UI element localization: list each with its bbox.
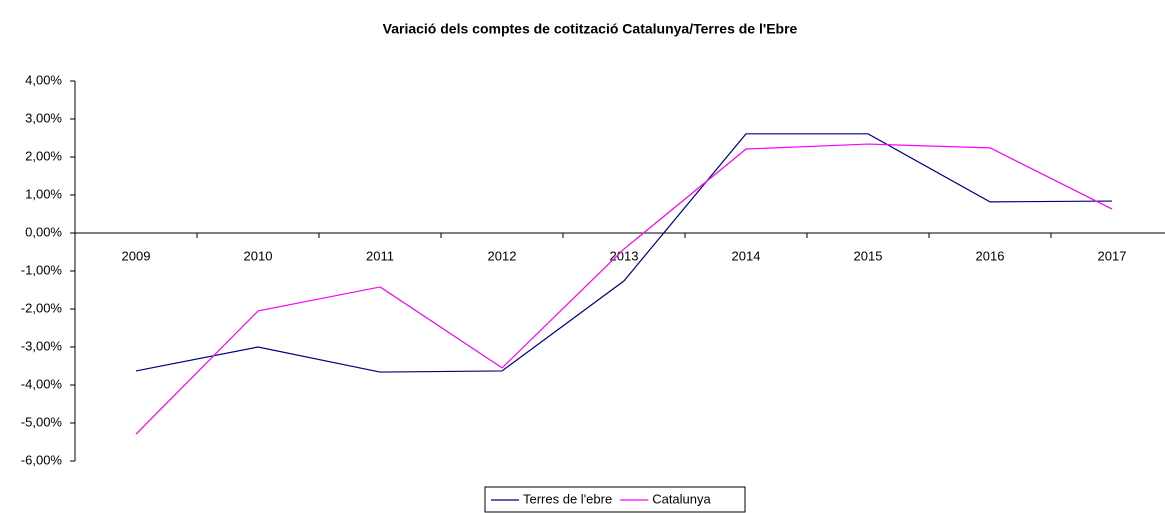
y-tick-label: 2,00% — [25, 148, 62, 163]
x-tick-label: 2010 — [244, 248, 273, 263]
x-tick-label: 2012 — [488, 248, 517, 263]
y-tick-label: -2,00% — [21, 300, 63, 315]
y-tick-label: -1,00% — [21, 262, 63, 277]
x-tick-label: 2009 — [122, 248, 151, 263]
series-line — [135, 143, 1113, 435]
y-tick-label: 4,00% — [25, 72, 62, 87]
chart-title: Variació dels comptes de cotització Cata… — [383, 21, 798, 37]
y-tick-label: 1,00% — [25, 186, 62, 201]
x-tick-label: 2011 — [366, 248, 394, 263]
y-tick-label: -4,00% — [21, 376, 63, 391]
x-tick-label: 2015 — [854, 248, 883, 263]
x-tick-label: 2017 — [1098, 248, 1127, 263]
legend-label: Terres de l'ebre — [523, 491, 612, 506]
x-tick-label: 2016 — [976, 248, 1005, 263]
y-tick-label: -3,00% — [21, 338, 63, 353]
x-tick-label: 2014 — [732, 248, 761, 263]
series-line — [135, 133, 1113, 373]
legend-box — [484, 486, 746, 513]
y-tick-label: 0,00% — [25, 224, 62, 239]
y-tick-label: -5,00% — [21, 414, 63, 429]
y-tick-label: 3,00% — [25, 110, 62, 125]
legend-label: Catalunya — [652, 491, 711, 506]
x-tick-label: 2013 — [610, 248, 639, 263]
y-tick-label: -6,00% — [21, 452, 63, 467]
